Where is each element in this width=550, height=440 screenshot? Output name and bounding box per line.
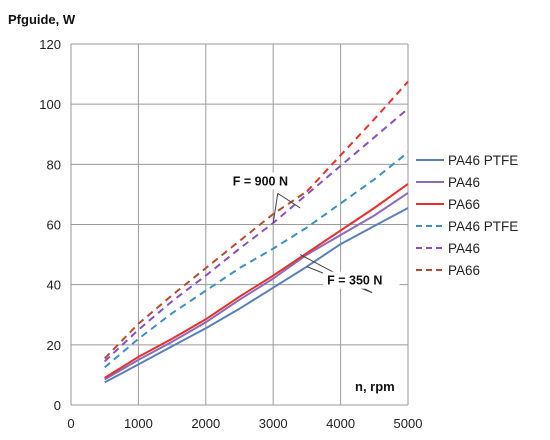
legend-label: PA46 PTFE — [448, 153, 518, 168]
annotation-background — [228, 172, 306, 190]
y-axis-title: Pfguide, W — [8, 12, 76, 27]
x-axis-title: n, rpm — [355, 379, 395, 394]
x-tick-label: 2000 — [191, 416, 220, 431]
x-tick-label: 5000 — [394, 416, 423, 431]
series-line-1 — [104, 192, 409, 381]
x-axis-title-background — [350, 376, 404, 394]
y-tick-label: 120 — [39, 37, 61, 52]
x-tick-label: 1000 — [124, 416, 153, 431]
legend-label: PA66 — [448, 197, 480, 212]
grid — [70, 43, 409, 406]
annotation-arrow — [272, 193, 279, 224]
x-tick-label: 0 — [67, 416, 74, 431]
y-tick-label: 80 — [47, 157, 61, 172]
series-line-2 — [104, 183, 409, 379]
annotations: F = 900 N F = 350 N — [228, 172, 400, 294]
x-tick-label: 4000 — [326, 416, 355, 431]
tick-labels: 0 20 40 60 80 100 120 0 1000 2000 3000 4000 5000 — [39, 37, 422, 431]
annotation-background — [323, 271, 400, 289]
series-line-0 — [104, 207, 409, 384]
legend-label: PA46 PTFE — [448, 219, 518, 234]
series-line-6 — [306, 80, 409, 193]
y-tick-label: 40 — [47, 278, 61, 293]
annotation-label: F = 350 N — [327, 274, 382, 288]
y-tick-label: 60 — [47, 218, 61, 233]
annotation-label: F = 900 N — [233, 174, 288, 188]
series-line-4 — [104, 107, 409, 363]
y-tick-label: 100 — [39, 97, 61, 112]
legend: PA46 PTFE PA46 PA66 PA46 PTFE PA46 PA66 — [416, 153, 518, 278]
legend-label: PA46 — [448, 241, 480, 256]
legend-label: PA66 — [448, 263, 480, 278]
annotation-arrow — [277, 192, 301, 209]
y-tick-label: 20 — [47, 338, 61, 353]
legend-label: PA46 — [448, 175, 480, 190]
series-line-5 — [103, 190, 308, 360]
series-lines — [103, 80, 409, 384]
x-tick-label: 3000 — [259, 416, 288, 431]
series-line-3 — [104, 151, 409, 369]
y-tick-label: 0 — [54, 398, 61, 413]
